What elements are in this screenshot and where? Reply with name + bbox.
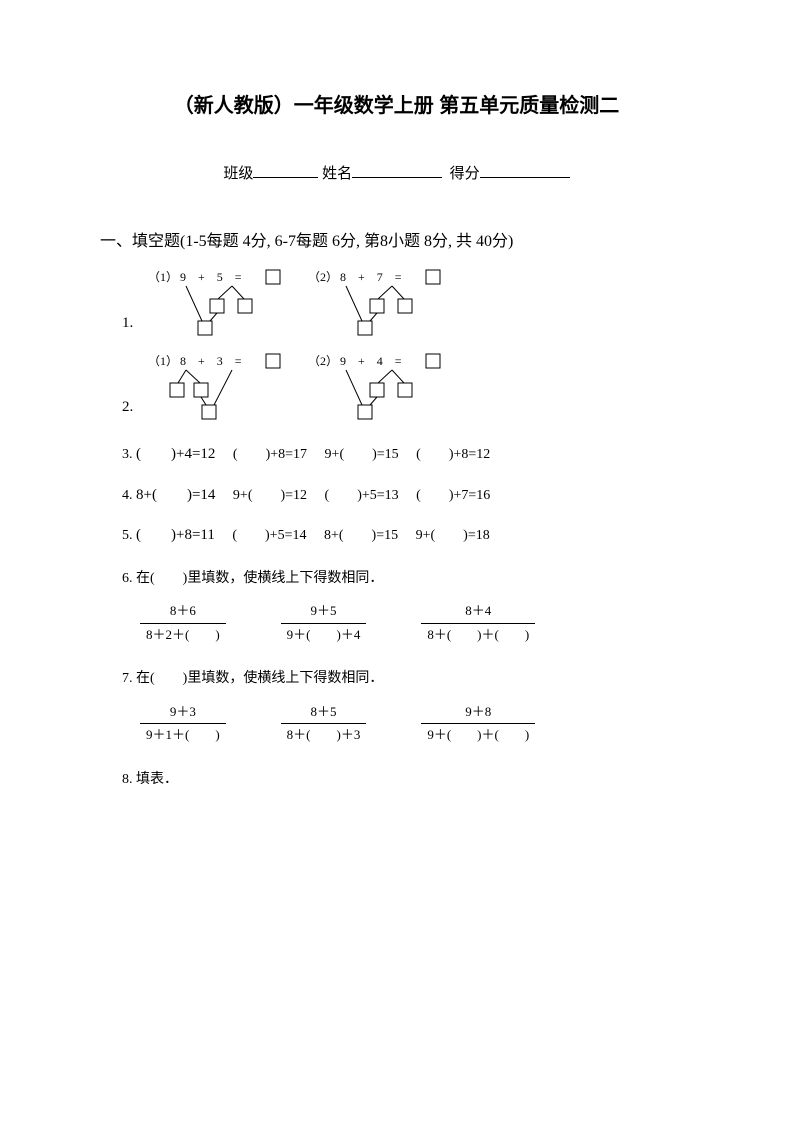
svg-text:（2）: （2） (308, 270, 338, 284)
score-label: 得分 (450, 166, 480, 182)
q7-f2-bot: 9＋( )＋( ) (421, 724, 535, 746)
q7-num: 7. (122, 671, 133, 686)
q7-f0-bot: 9＋1＋( ) (140, 724, 226, 746)
q7-frac-2: 9＋8 9＋( )＋( ) (421, 702, 535, 747)
q6-f2-top: 8＋4 (459, 601, 497, 623)
q5-p2: 8+( )=15 (324, 528, 398, 543)
svg-text:（1）: （1） (148, 270, 178, 284)
section1-heading: 一、填空题(1-5每题 4分, 6-7每题 6分, 第8小题 8分, 共 40分… (100, 224, 693, 259)
svg-text:8 + 7 =: 8 + 7 = (340, 270, 402, 284)
q8-text: 填表． (136, 772, 178, 787)
svg-text:（1）: （1） (148, 354, 178, 368)
q2-num: 2. (122, 389, 144, 425)
q1-svg: （1） 9 + 5 = （2） 8 + 7 = (148, 269, 488, 341)
q3-p0: ( )+4=12 (136, 446, 215, 462)
name-label: 姓名 (322, 166, 352, 182)
svg-text:8 + 3 =: 8 + 3 = (180, 354, 242, 368)
q5-num: 5. (122, 528, 133, 543)
q3-p2: 9+( )=15 (325, 447, 399, 462)
class-blank[interactable] (253, 163, 318, 178)
q4-p2: ( )+5=13 (325, 488, 399, 503)
q1-num: 1. (122, 305, 144, 341)
info-line: 班级 姓名 得分 (100, 162, 693, 186)
q6-f1-bot: 9＋( )＋4 (281, 624, 367, 646)
question-4: 4. 8+( )=14 9+( )=12 ( )+5=13 ( )+7=16 (122, 478, 693, 513)
svg-text:9 + 4 =: 9 + 4 = (340, 354, 402, 368)
q6-f0-bot: 8＋2＋( ) (140, 624, 226, 646)
q4-p1: 9+( )=12 (233, 488, 307, 503)
q4-p3: ( )+7=16 (416, 488, 490, 503)
q7-f0-top: 9＋3 (164, 702, 202, 724)
q2-diagram: （1） 8 + 3 = （2） 9 + 4 = (148, 353, 488, 425)
question-8: 8. 填表． (122, 764, 693, 796)
question-5: 5. ( )+8=11 ( )+5=14 8+( )=15 9+( )=18 (122, 518, 693, 553)
q6-f0-top: 8＋6 (164, 601, 202, 623)
q4-num: 4. (122, 488, 133, 503)
q4-p0: 8+( )=14 (136, 487, 215, 503)
q7-f1-top: 8＋5 (305, 702, 343, 724)
q3-p3: ( )+8=12 (416, 447, 490, 462)
q5-p1: ( )+5=14 (232, 528, 306, 543)
score-blank[interactable] (480, 163, 570, 178)
q5-p3: 9+( )=18 (416, 528, 490, 543)
q8-num: 8. (122, 772, 133, 787)
q5-p0: ( )+8=11 (136, 527, 215, 543)
q6-num: 6. (122, 571, 133, 586)
question-1: 1. （1） 9 + 5 = （2） 8 + 7 = (122, 269, 693, 341)
question-6: 6. 在( )里填数，使横线上下得数相同． (122, 563, 693, 595)
question-7: 7. 在( )里填数，使横线上下得数相同． (122, 663, 693, 695)
q1-diagram: （1） 9 + 5 = （2） 8 + 7 = (148, 269, 488, 341)
q6-frac-2: 8＋4 8＋( )＋( ) (421, 601, 535, 646)
q2-svg: （1） 8 + 3 = （2） 9 + 4 = (148, 353, 488, 425)
question-3: 3. ( )+4=12 ( )+8=17 9+( )=15 ( )+8=12 (122, 437, 693, 472)
q6-text: 在( )里填数，使横线上下得数相同． (136, 571, 383, 586)
q7-text: 在( )里填数，使横线上下得数相同． (136, 671, 383, 686)
q7-f1-bot: 8＋( )＋3 (281, 724, 367, 746)
q7-frac-0: 9＋3 9＋1＋( ) (140, 702, 226, 747)
q6-f2-bot: 8＋( )＋( ) (421, 624, 535, 646)
name-blank[interactable] (352, 163, 442, 178)
q3-p1: ( )+8=17 (233, 447, 307, 462)
question-2: 2. （1） 8 + 3 = （2） 9 + 4 = (122, 353, 693, 425)
q7-fracs: 9＋3 9＋1＋( ) 8＋5 8＋( )＋3 9＋8 9＋( )＋( ) (140, 702, 693, 747)
class-label: 班级 (223, 166, 253, 182)
q6-frac-1: 9＋5 9＋( )＋4 (281, 601, 367, 646)
q7-f2-top: 9＋8 (459, 702, 497, 724)
q6-frac-0: 8＋6 8＋2＋( ) (140, 601, 226, 646)
svg-text:（2）: （2） (308, 354, 338, 368)
q7-frac-1: 8＋5 8＋( )＋3 (281, 702, 367, 747)
page-title: （新人教版）一年级数学上册 第五单元质量检测二 (100, 90, 693, 122)
q6-fracs: 8＋6 8＋2＋( ) 9＋5 9＋( )＋4 8＋4 8＋( )＋( ) (140, 601, 693, 646)
svg-text:9 + 5 =: 9 + 5 = (180, 270, 242, 284)
q3-num: 3. (122, 447, 133, 462)
q6-f1-top: 9＋5 (305, 601, 343, 623)
